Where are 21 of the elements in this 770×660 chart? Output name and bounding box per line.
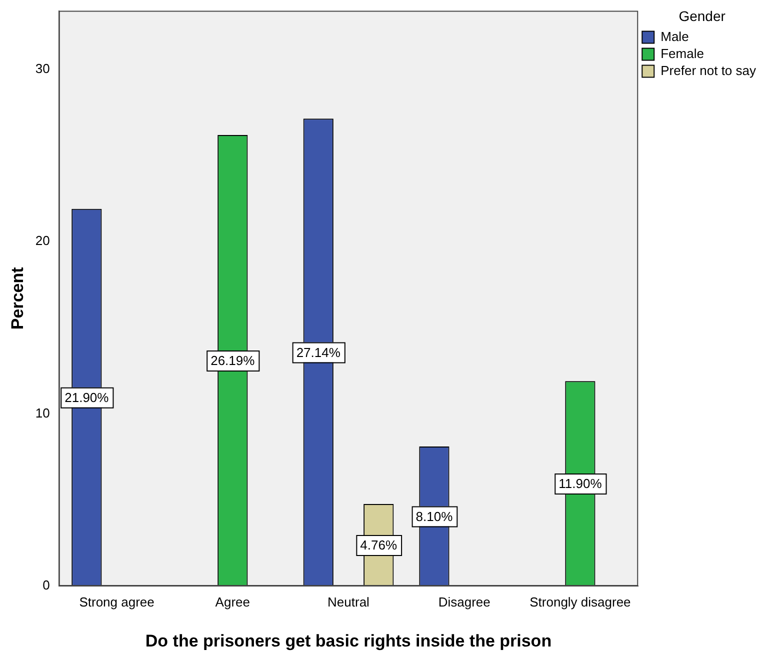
- data-label: 11.90%: [558, 476, 602, 492]
- x-tick-label: Strongly disagree: [530, 594, 631, 610]
- x-tick-label: Agree: [215, 594, 250, 610]
- x-tick-label: Disagree: [438, 594, 490, 610]
- y-axis-title: Percent: [8, 266, 27, 330]
- data-label: 26.19%: [210, 353, 256, 368]
- y-tick-label: 20: [35, 233, 50, 248]
- legend-label: Prefer not to say: [660, 62, 756, 78]
- y-tick-label: 10: [35, 405, 50, 420]
- legend-label: Female: [660, 46, 704, 61]
- data-label: 27.14%: [296, 344, 341, 360]
- data-label: 4.76%: [360, 538, 398, 553]
- legend-label: Male: [660, 28, 689, 44]
- x-axis-title: Do the prisoners get basic rights inside the prison: [145, 631, 552, 650]
- data-label: 8.10%: [416, 508, 454, 524]
- y-tick-label: 0: [42, 578, 50, 593]
- x-tick-label: Strong agree: [79, 594, 154, 610]
- legend-title: Gender: [678, 8, 726, 24]
- data-label: 21.90%: [64, 390, 110, 405]
- y-tick-label: 30: [35, 60, 50, 76]
- x-tick-label: Neutral: [328, 594, 370, 610]
